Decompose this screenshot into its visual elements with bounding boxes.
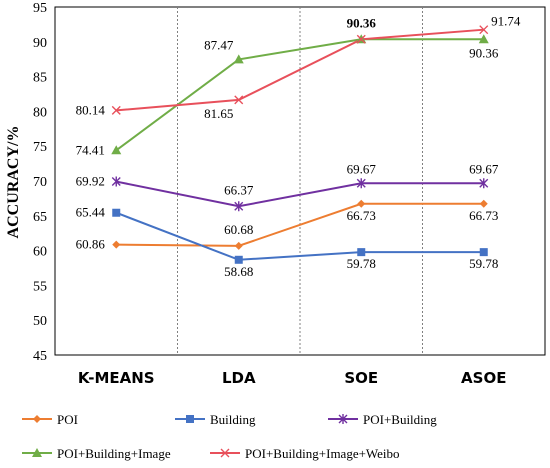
legend-item: POI+Building+Image+Weibo (210, 446, 400, 461)
data-labels: 60.86 60.68 66.73 66.73 65.44 58.68 59.78 59.78… (76, 14, 521, 279)
x-marker (479, 25, 489, 35)
data-label: 66.37 (224, 182, 254, 197)
data-label: 74.41 (76, 142, 105, 157)
square-marker (112, 208, 121, 217)
square-marker (234, 255, 243, 264)
asterisk-marker (479, 178, 489, 189)
y-tick-label: 75 (33, 140, 47, 155)
legend-label: POI+Building+Image+Weibo (245, 446, 400, 461)
legend: POI Building POI+Building POI+Building+Imag… (22, 412, 437, 461)
diamond-marker (234, 241, 243, 250)
asterisk-marker (338, 414, 348, 424)
data-label: 90.36 (469, 45, 499, 60)
data-label: 60.68 (224, 222, 253, 237)
x-axis-ticks: K-MEANS LDA SOE ASOE (78, 369, 507, 387)
y-axis-title: ACCURACY/% (5, 126, 22, 239)
legend-item: POI+Building+Image (22, 446, 171, 461)
legend-item: POI+Building (328, 412, 437, 427)
data-label: 90.36 (347, 15, 377, 30)
legend-item: POI (22, 412, 78, 427)
series-markers (111, 25, 489, 264)
data-label: 69.67 (347, 161, 377, 176)
legend-label: POI+Building (363, 412, 437, 427)
x-tick-label: LDA (222, 369, 256, 387)
triangle-marker (32, 448, 42, 457)
x-tick-label: ASOE (461, 369, 506, 387)
data-label: 65.44 (76, 205, 106, 220)
legend-label: POI+Building+Image (57, 446, 171, 461)
square-marker (357, 248, 366, 257)
y-tick-label: 65 (33, 210, 47, 225)
triangle-marker (233, 54, 244, 64)
data-label: 60.86 (76, 237, 106, 252)
x-tick-label: K-MEANS (78, 369, 155, 387)
data-label: 87.47 (204, 37, 234, 52)
legend-label: Building (210, 412, 256, 427)
y-axis-ticks: 45 50 55 60 65 70 75 80 85 90 95 (33, 1, 47, 364)
series-line (116, 180, 484, 208)
asterisk-marker (111, 176, 121, 187)
asterisk-marker (234, 201, 244, 212)
legend-label: POI (57, 412, 78, 427)
data-label: 66.73 (347, 208, 376, 223)
x-marker (356, 34, 366, 44)
y-tick-label: 85 (33, 71, 47, 86)
data-label: 59.78 (469, 256, 498, 271)
data-label: 80.14 (76, 102, 106, 117)
data-label: 69.92 (76, 174, 105, 189)
y-tick-label: 70 (33, 175, 47, 190)
triangle-marker (478, 34, 489, 44)
square-marker (186, 415, 194, 423)
x-marker (111, 105, 121, 115)
square-marker (479, 248, 488, 257)
triangle-marker (111, 145, 122, 155)
y-tick-label: 45 (33, 349, 47, 364)
diamond-marker (357, 199, 366, 208)
diamond-marker (33, 415, 41, 423)
y-tick-label: 55 (33, 279, 47, 294)
y-tick-label: 60 (33, 245, 47, 260)
x-tick-label: SOE (344, 369, 378, 387)
asterisk-marker (356, 178, 366, 189)
data-label: 91.74 (491, 14, 521, 29)
data-label: 69.67 (469, 161, 499, 176)
data-label: 59.78 (347, 256, 376, 271)
diamond-marker (112, 240, 121, 249)
data-label: 58.68 (224, 264, 253, 279)
y-tick-label: 95 (33, 1, 47, 16)
x-marker (220, 448, 230, 458)
category-separators (177, 7, 423, 355)
series-line (115, 211, 484, 261)
y-tick-label: 50 (33, 314, 47, 329)
series-line (116, 28, 484, 112)
legend-item: Building (175, 412, 256, 427)
series-line (116, 202, 484, 247)
diamond-marker (479, 199, 488, 208)
data-label: 66.73 (469, 208, 498, 223)
y-tick-label: 90 (33, 36, 47, 51)
data-label: 81.65 (204, 106, 233, 121)
x-marker (234, 95, 244, 105)
y-tick-label: 80 (33, 105, 47, 120)
series-lines (115, 28, 484, 261)
